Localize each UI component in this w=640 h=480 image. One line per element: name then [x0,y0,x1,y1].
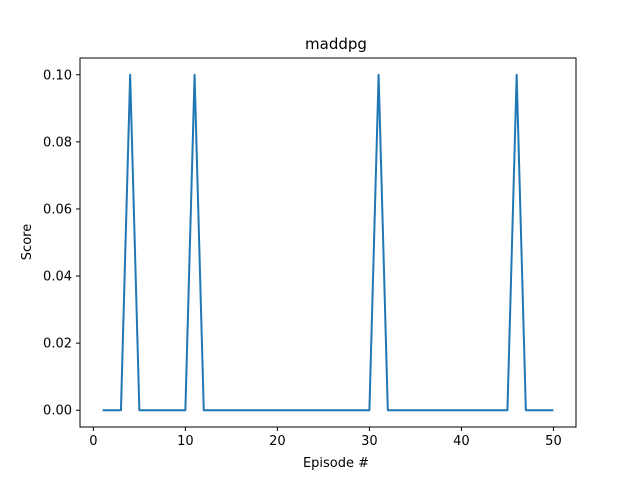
x-tick-label: 30 [361,434,378,449]
series-line [102,73,554,412]
y-tick-label: 0.00 [43,404,72,419]
y-tick-label: 0.04 [43,270,72,285]
x-tick-label: 20 [269,434,286,449]
x-tick-label: 40 [453,434,470,449]
x-tick-label: 0 [89,434,97,449]
plot-area [102,73,554,412]
y-tick-label: 0.06 [43,202,72,217]
x-tick-label: 10 [177,434,194,449]
x-axis-ticks: 0 10 20 30 40 50 [89,427,562,449]
chart-title: maddpg [305,35,367,53]
y-tick-label: 0.08 [43,135,72,150]
y-tick-label: 0.10 [43,68,72,83]
plot-frame [79,57,577,428]
y-axis-ticks: 0.00 0.02 0.04 0.06 0.08 0.10 [43,68,80,419]
x-axis-label: Episode # [303,456,369,471]
y-tick-label: 0.02 [43,337,72,352]
y-axis-label: Score [20,224,35,260]
x-tick-label: 50 [545,434,562,449]
